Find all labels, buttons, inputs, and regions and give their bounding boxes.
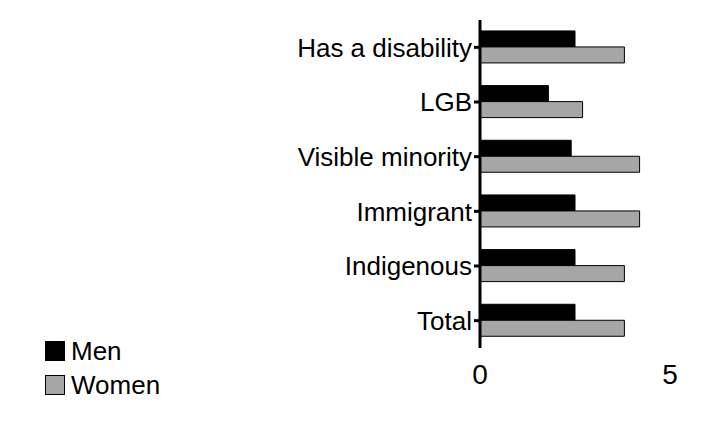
svg-text:Indigenous: Indigenous [345, 251, 472, 281]
svg-text:Total: Total [417, 306, 472, 336]
svg-text:Has a disability: Has a disability [297, 33, 472, 63]
html-text:Women: Women [71, 369, 161, 400]
svg-text:5: 5 [662, 359, 678, 390]
svg-text:Visible minority: Visible minority [298, 142, 472, 172]
html-text:Men: Men [71, 335, 122, 366]
svg-text:Immigrant: Immigrant [356, 197, 472, 227]
svg-text:0: 0 [472, 359, 488, 390]
svg-text:LGB: LGB [420, 87, 472, 117]
